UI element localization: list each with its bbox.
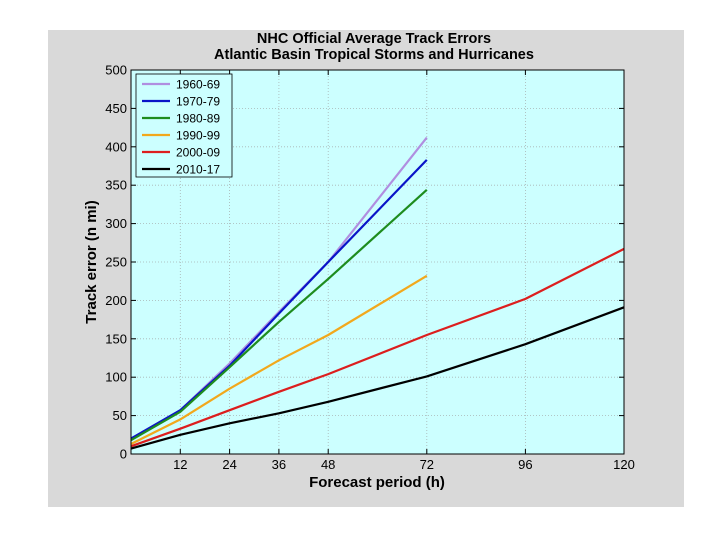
x-tick-label: 24	[222, 457, 236, 472]
y-axis-label: Track error (n mi)	[83, 200, 100, 323]
chart-subtitle: Atlantic Basin Tropical Storms and Hurri…	[214, 47, 534, 63]
y-tick-label: 350	[105, 178, 127, 193]
legend-entry: 1970-79	[176, 95, 220, 109]
y-tick-label: 100	[105, 370, 127, 385]
y-tick-label: 0	[120, 447, 127, 462]
y-tick-label: 400	[105, 139, 127, 154]
x-tick-label: 12	[173, 457, 187, 472]
x-tick-label: 72	[420, 457, 434, 472]
series-line-2000-09	[130, 247, 625, 448]
y-tick-label: 300	[105, 216, 127, 231]
y-tick-label: 150	[105, 331, 127, 346]
y-axis-ticks: 0 50 100 150 200 250 300 350 400 450 500	[105, 63, 624, 462]
legend-entry: 2010-17	[176, 163, 220, 177]
x-tick-label: 120	[613, 457, 635, 472]
series-line-1990-99	[130, 274, 428, 445]
y-tick-label: 500	[105, 63, 127, 78]
series-lines	[130, 136, 625, 450]
x-tick-label: 48	[321, 457, 335, 472]
legend-box	[135, 73, 233, 178]
x-tick-label: 96	[518, 457, 532, 472]
chart-title: NHC Official Average Track Errors	[257, 31, 491, 47]
legend: 1960-69 1970-79 1980-89 1990-99 2000-09 2010-…	[135, 73, 233, 178]
legend-entry: 2000-09	[176, 146, 220, 160]
series-line-1970-79	[130, 159, 428, 440]
legend-entry: 1960-69	[176, 78, 220, 92]
legend-entry: 1990-99	[176, 129, 220, 143]
y-tick-label: 200	[105, 293, 127, 308]
series-line-1980-89	[130, 188, 428, 442]
legend-entry: 1980-89	[176, 112, 220, 126]
y-tick-label: 450	[105, 101, 127, 116]
x-axis-label: Forecast period (h)	[309, 474, 445, 491]
series-line-2010-17	[130, 306, 625, 450]
y-tick-label: 50	[113, 408, 127, 423]
y-tick-label: 250	[105, 255, 127, 270]
x-tick-label: 36	[272, 457, 286, 472]
